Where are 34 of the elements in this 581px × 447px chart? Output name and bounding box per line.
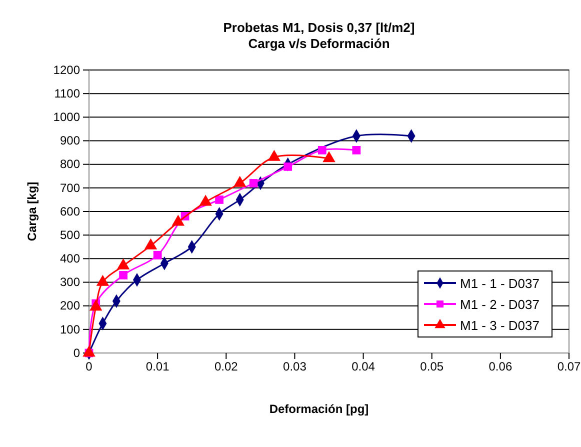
- x-axis-title: Deformación [pg]: [269, 402, 369, 416]
- x-tick-label: 0.04: [352, 360, 376, 374]
- chart-title: Probetas M1, Dosis 0,37 [lt/m2] Carga v/s Deformación: [223, 20, 415, 51]
- point: [119, 270, 128, 280]
- point: [352, 146, 361, 154]
- y-tick-label: 700: [60, 180, 80, 195]
- x-tick-label: 0.07: [557, 360, 581, 374]
- x-tick-label: 0.05: [420, 360, 444, 374]
- x-tick-label: 0.06: [488, 360, 512, 374]
- y-tick-label: 800: [60, 157, 80, 172]
- point: [249, 179, 258, 188]
- x-tick-label: 0.02: [214, 360, 238, 374]
- point: [153, 250, 162, 260]
- point: [215, 196, 224, 204]
- y-tick-label: 400: [60, 252, 80, 266]
- point: [284, 162, 292, 171]
- y-tick-label: 200: [60, 298, 80, 313]
- legend-label: M1 - 3 - D037: [460, 318, 540, 333]
- y-tick-label: 300: [60, 275, 80, 290]
- point: [318, 146, 326, 154]
- y-tick-label: 900: [60, 134, 80, 148]
- x-tick-label: 0.01: [146, 360, 170, 374]
- y-tick-label: 100: [60, 322, 80, 336]
- y-axis-title: Carga [kg]: [25, 182, 39, 242]
- y-tick-label: 1100: [54, 86, 80, 100]
- y-tick-label: 600: [60, 204, 80, 218]
- legend-label: M1 - 2 - D037: [460, 297, 540, 312]
- x-tick-label: 0: [86, 360, 93, 374]
- y-tick-label: 0: [73, 346, 80, 360]
- y-tick-label: 500: [60, 228, 80, 242]
- legend-label: M1 - 1 - D037: [460, 276, 540, 291]
- y-tick-label: 1000: [53, 110, 80, 124]
- y-tick-label: 1200: [53, 62, 80, 77]
- x-tick-label: 0.03: [283, 360, 307, 374]
